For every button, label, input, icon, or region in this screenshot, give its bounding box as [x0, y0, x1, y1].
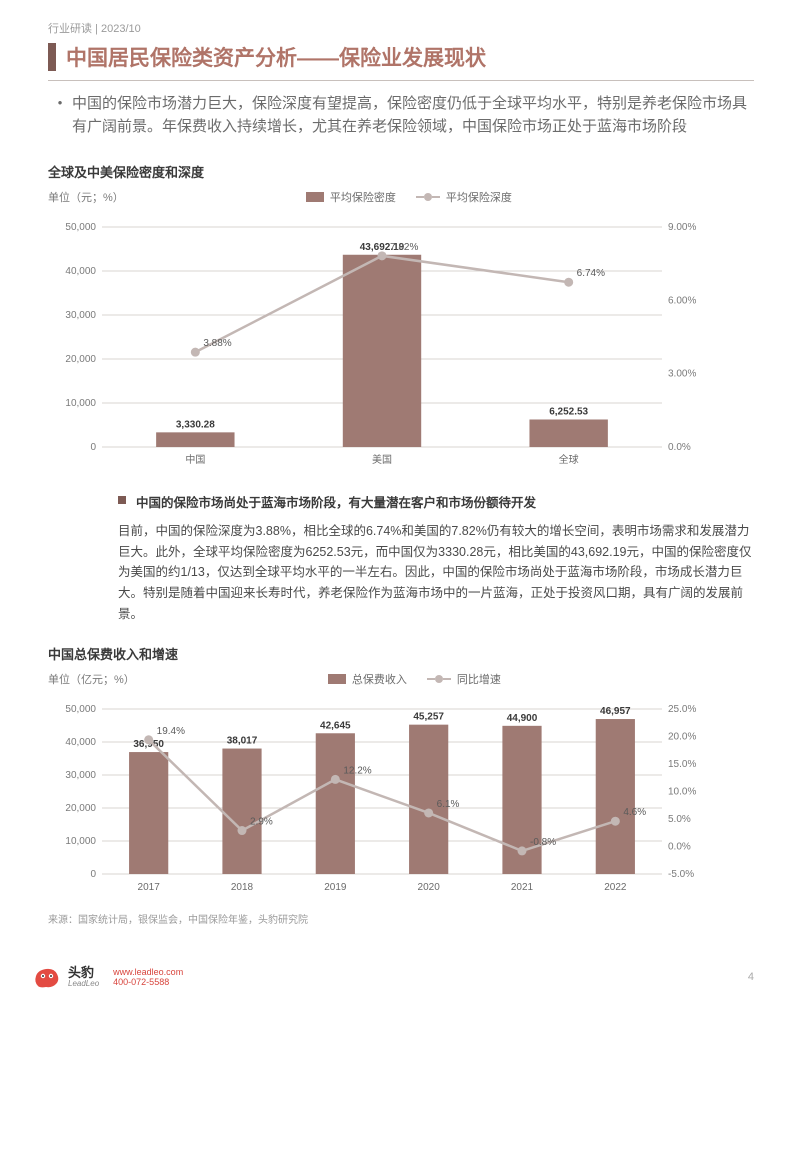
svg-text:50,000: 50,000	[65, 704, 96, 715]
svg-text:0.0%: 0.0%	[668, 442, 691, 453]
bullet-icon: •	[48, 93, 72, 138]
svg-text:20,000: 20,000	[65, 354, 96, 365]
svg-text:25.0%: 25.0%	[668, 704, 696, 715]
summary-bullet: • 中国的保险市场潜力巨大，保险深度有望提高，保险密度仍低于全球平均水平，特别是…	[48, 93, 754, 138]
callout: 中国的保险市场尚处于蓝海市场阶段，有大量潜在客户和市场份额待开发	[118, 492, 754, 511]
logo-icon	[32, 964, 62, 990]
chart1-legend: 平均保险密度 平均保险深度	[306, 189, 512, 205]
svg-text:3.88%: 3.88%	[203, 338, 231, 349]
summary-text: 中国的保险市场潜力巨大，保险深度有望提高，保险密度仍低于全球平均水平，特别是养老…	[72, 93, 754, 138]
logo-text: 头豹 LeadLeo	[68, 966, 99, 989]
svg-text:40,000: 40,000	[65, 737, 96, 748]
svg-text:40,000: 40,000	[65, 266, 96, 277]
callout-square-icon	[118, 496, 126, 504]
svg-text:0.0%: 0.0%	[668, 842, 691, 853]
footer-tel: 400-072-5588	[113, 977, 183, 987]
page-number: 4	[748, 971, 754, 983]
svg-text:2019: 2019	[324, 882, 347, 893]
svg-text:44,900: 44,900	[507, 713, 538, 724]
svg-text:10,000: 10,000	[65, 836, 96, 847]
chart2-legend: 总保费收入 同比增速	[328, 671, 501, 687]
svg-text:-5.0%: -5.0%	[668, 869, 694, 880]
svg-text:2021: 2021	[511, 882, 534, 893]
svg-text:美国: 美国	[372, 453, 392, 466]
legend-bar: 平均保险密度	[306, 189, 396, 205]
svg-text:9.00%: 9.00%	[668, 222, 696, 233]
svg-text:2017: 2017	[138, 882, 161, 893]
svg-text:46,957: 46,957	[600, 706, 631, 717]
svg-text:2020: 2020	[418, 882, 441, 893]
callout-text: 中国的保险市场尚处于蓝海市场阶段，有大量潜在客户和市场份额待开发	[136, 492, 536, 511]
svg-text:45,257: 45,257	[413, 712, 444, 723]
chart1-title: 全球及中美保险密度和深度	[48, 162, 754, 181]
svg-text:2022: 2022	[604, 882, 627, 893]
svg-text:10.0%: 10.0%	[668, 787, 696, 798]
svg-text:中国: 中国	[185, 453, 205, 466]
svg-text:2.9%: 2.9%	[250, 817, 273, 828]
svg-text:4.6%: 4.6%	[623, 807, 646, 818]
title-bar-icon	[48, 43, 56, 71]
page-title: 中国居民保险类资产分析——保险业发展现状	[66, 42, 486, 72]
legend-bar-2: 总保费收入	[328, 671, 407, 687]
svg-text:6.74%: 6.74%	[577, 268, 605, 279]
footer-contact: www.leadleo.com 400-072-5588	[113, 967, 183, 987]
svg-text:6.00%: 6.00%	[668, 295, 696, 306]
svg-text:30,000: 30,000	[65, 770, 96, 781]
svg-text:38,017: 38,017	[227, 736, 258, 747]
svg-text:5.0%: 5.0%	[668, 814, 691, 825]
title-row: 中国居民保险类资产分析——保险业发展现状	[48, 42, 754, 81]
footer: 头豹 LeadLeo www.leadleo.com 400-072-5588 …	[0, 956, 802, 1006]
svg-text:19.4%: 19.4%	[157, 726, 185, 737]
chart1-unit: 单位（元；%）	[48, 189, 124, 205]
source-line: 来源：国家统计局，银保监会，中国保险年鉴，头豹研究院	[48, 911, 754, 926]
premium-growth-chart: 0 10,000 20,000 30,000 40,000 50,000 -5.0% 0.0%…	[48, 691, 754, 905]
svg-text:6,252.53: 6,252.53	[549, 406, 588, 417]
svg-text:30,000: 30,000	[65, 310, 96, 321]
density-depth-chart: 0 10,000 20,000 30,000 40,000 50,000 0.0% 3.00%…	[48, 209, 754, 478]
svg-text:15.0%: 15.0%	[668, 759, 696, 770]
svg-text:3.00%: 3.00%	[668, 369, 696, 380]
analysis-paragraph: 目前，中国的保险深度为3.88%，相比全球的6.74%和美国的7.82%仍有较大…	[118, 521, 754, 624]
svg-text:全球: 全球	[559, 453, 579, 466]
legend-line: 平均保险深度	[416, 189, 512, 205]
svg-text:2018: 2018	[231, 882, 254, 893]
svg-text:7.82%: 7.82%	[390, 242, 418, 253]
svg-text:12.2%: 12.2%	[343, 766, 371, 777]
footer-site: www.leadleo.com	[113, 967, 183, 977]
svg-text:-0.8%: -0.8%	[530, 837, 556, 848]
svg-text:0: 0	[90, 442, 96, 453]
svg-text:3,330.28: 3,330.28	[176, 419, 215, 430]
svg-text:0: 0	[90, 869, 96, 880]
svg-text:20.0%: 20.0%	[668, 732, 696, 743]
svg-text:10,000: 10,000	[65, 398, 96, 409]
chart2-title: 中国总保费收入和增速	[48, 644, 754, 663]
svg-text:50,000: 50,000	[65, 222, 96, 233]
svg-text:20,000: 20,000	[65, 803, 96, 814]
chart2-unit: 单位（亿元；%）	[48, 671, 135, 687]
legend-line-2: 同比增速	[427, 671, 501, 687]
svg-text:6.1%: 6.1%	[437, 799, 460, 810]
header-meta: 行业研读 | 2023/10	[48, 20, 754, 36]
svg-text:42,645: 42,645	[320, 720, 351, 731]
